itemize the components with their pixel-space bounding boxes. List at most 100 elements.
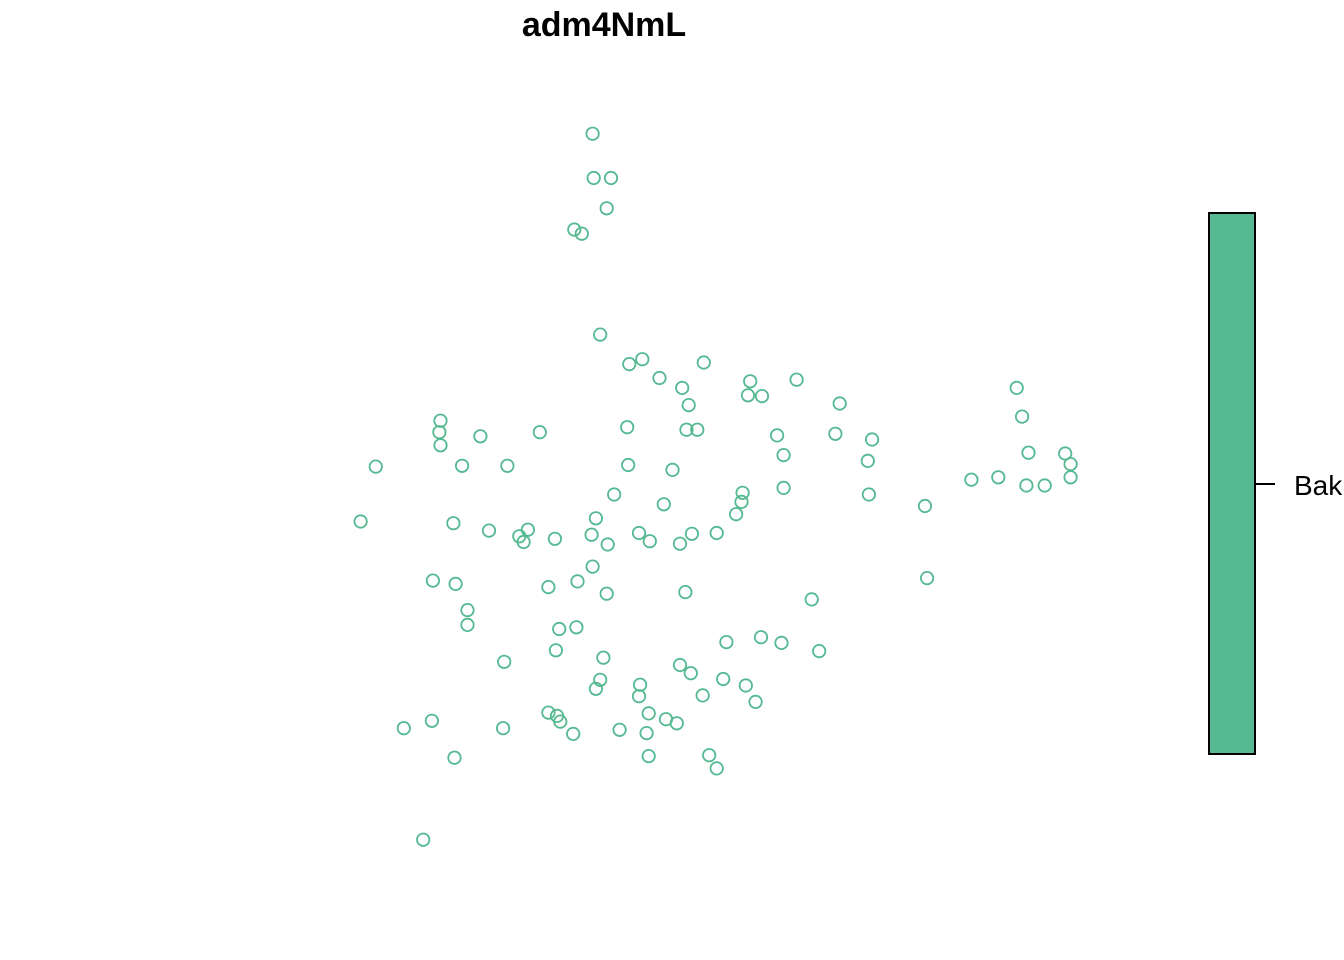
data-point bbox=[600, 537, 615, 552]
data-point bbox=[520, 522, 536, 537]
data-point bbox=[642, 534, 657, 549]
data-point bbox=[416, 832, 431, 847]
data-point bbox=[964, 472, 979, 487]
data-point bbox=[552, 621, 567, 637]
data-point bbox=[497, 654, 512, 669]
data-point bbox=[612, 722, 627, 737]
data-point bbox=[620, 420, 635, 435]
data-point bbox=[690, 422, 705, 437]
data-point bbox=[603, 170, 619, 186]
legend-label: Bak bbox=[1294, 470, 1343, 501]
data-point bbox=[1021, 445, 1036, 460]
data-point bbox=[748, 694, 763, 710]
data-point bbox=[424, 713, 439, 728]
data-point bbox=[709, 761, 724, 776]
data-point bbox=[641, 748, 656, 764]
data-point bbox=[917, 498, 933, 514]
data-point bbox=[1063, 470, 1078, 485]
data-point bbox=[607, 487, 622, 502]
data-point bbox=[753, 630, 769, 645]
legend-color-bar bbox=[1208, 212, 1256, 755]
data-point bbox=[586, 170, 601, 186]
data-point bbox=[574, 226, 589, 241]
data-point bbox=[588, 681, 604, 696]
data-point bbox=[738, 678, 753, 693]
data-point bbox=[812, 643, 827, 659]
data-point bbox=[596, 650, 611, 665]
data-point bbox=[696, 355, 711, 370]
data-point bbox=[593, 672, 608, 687]
data-point bbox=[588, 511, 604, 526]
data-point bbox=[716, 671, 731, 687]
point-layer bbox=[353, 126, 1078, 847]
data-point bbox=[353, 514, 368, 529]
data-point bbox=[516, 534, 531, 550]
data-point bbox=[473, 429, 488, 444]
data-point bbox=[495, 721, 511, 736]
data-point bbox=[789, 372, 804, 387]
data-point bbox=[631, 689, 647, 704]
data-point bbox=[919, 570, 935, 586]
data-point bbox=[702, 748, 717, 763]
data-point bbox=[684, 526, 700, 541]
data-point bbox=[569, 620, 584, 635]
data-point bbox=[433, 438, 448, 453]
data-point bbox=[622, 356, 637, 372]
data-point bbox=[1009, 380, 1024, 395]
data-point bbox=[570, 574, 585, 589]
data-point bbox=[743, 374, 758, 389]
data-point bbox=[754, 388, 770, 404]
data-point bbox=[656, 497, 671, 512]
data-point bbox=[547, 531, 563, 546]
data-point bbox=[735, 485, 750, 500]
data-point bbox=[433, 413, 448, 428]
data-point bbox=[639, 725, 654, 741]
data-point bbox=[599, 586, 614, 601]
data-point bbox=[774, 635, 789, 651]
data-point bbox=[553, 714, 568, 729]
data-point bbox=[368, 459, 383, 474]
data-point bbox=[675, 380, 690, 395]
data-point bbox=[631, 525, 647, 541]
data-point bbox=[599, 201, 614, 216]
data-point bbox=[454, 458, 470, 473]
data-point bbox=[481, 523, 497, 538]
data-point bbox=[1019, 478, 1034, 493]
data-point bbox=[635, 352, 650, 367]
data-point bbox=[709, 525, 724, 541]
data-point bbox=[460, 617, 475, 633]
data-point bbox=[740, 388, 756, 403]
data-point bbox=[566, 726, 581, 742]
data-point bbox=[541, 705, 556, 720]
data-point bbox=[728, 507, 744, 522]
data-point bbox=[593, 327, 608, 342]
data-point bbox=[567, 222, 582, 237]
data-point bbox=[584, 527, 599, 542]
data-point bbox=[396, 721, 411, 736]
data-point bbox=[1037, 478, 1052, 493]
data-point bbox=[681, 397, 696, 413]
data-point bbox=[621, 457, 636, 473]
data-point bbox=[548, 643, 564, 658]
data-point bbox=[769, 428, 785, 443]
data-point bbox=[672, 657, 688, 673]
data-point bbox=[652, 370, 667, 386]
data-point bbox=[460, 602, 475, 618]
data-point bbox=[832, 396, 847, 411]
data-point bbox=[585, 559, 600, 574]
data-point bbox=[665, 462, 680, 477]
data-point bbox=[861, 487, 877, 502]
data-point bbox=[1063, 456, 1078, 472]
data-point bbox=[669, 716, 684, 731]
data-point bbox=[864, 432, 880, 447]
data-point bbox=[448, 576, 463, 592]
data-point bbox=[695, 688, 710, 703]
data-point bbox=[500, 458, 515, 473]
data-point bbox=[541, 579, 556, 595]
data-point bbox=[991, 470, 1006, 485]
data-point bbox=[679, 422, 694, 437]
data-point bbox=[641, 706, 656, 721]
data-point bbox=[672, 536, 688, 551]
data-point bbox=[734, 494, 749, 509]
